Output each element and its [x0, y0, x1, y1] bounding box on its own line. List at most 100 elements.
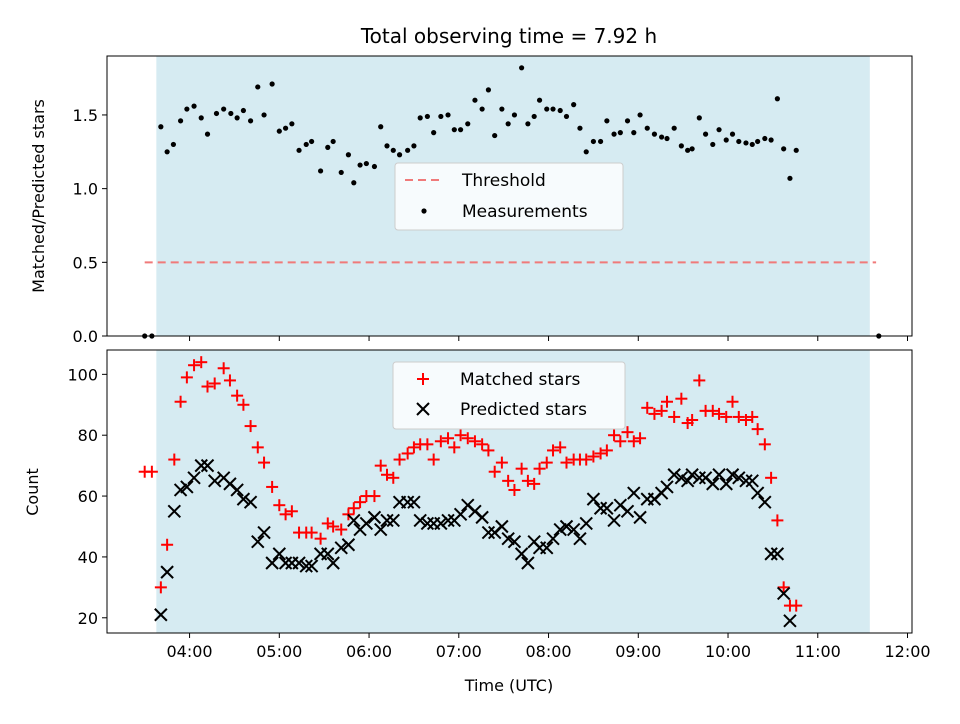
- matched-star-point: [476, 438, 489, 451]
- matched-star-point: [258, 456, 271, 469]
- matched-star-point: [547, 444, 560, 457]
- matched-star-point: [188, 359, 201, 372]
- measurement-point: [685, 147, 691, 153]
- predicted-star-point: [783, 614, 797, 628]
- matched-star-point: [448, 441, 461, 454]
- bottom-x-tick-label: 04:00: [167, 642, 213, 661]
- predicted-star-point: [304, 559, 319, 573]
- matched-star-point: [675, 392, 688, 405]
- measurement-point: [345, 152, 352, 158]
- predicted-star-point: [292, 556, 306, 570]
- bottom-y-tick-label: 20: [78, 609, 98, 628]
- predicted-star-point: [770, 547, 785, 561]
- measurement-point: [234, 115, 240, 121]
- measurement-point: [624, 118, 631, 124]
- matched-star-point: [154, 581, 167, 594]
- matched-star-point: [713, 407, 726, 420]
- matched-star-point: [401, 447, 414, 460]
- predicted-star-point: [667, 468, 681, 482]
- predicted-star-point: [187, 471, 201, 485]
- matched-star-point: [217, 362, 230, 375]
- predicted-star-point: [374, 522, 388, 537]
- predicted-star-point: [546, 531, 560, 546]
- matched-star-point: [777, 581, 790, 594]
- predicted-star-point: [230, 483, 244, 497]
- predicted-star-point: [600, 501, 614, 515]
- measurement-point: [637, 112, 643, 118]
- matched-star-point: [374, 459, 387, 472]
- predicted-star-point: [272, 547, 287, 561]
- measurement-point: [631, 130, 637, 136]
- matched-star-point: [354, 496, 367, 509]
- legend-threshold-label: Threshold: [461, 171, 546, 191]
- bottom-x-ticks: 04:00 05:00 06:00 07:00 08:00 09:00 10:00 11:00…: [167, 633, 931, 661]
- matched-star-point: [407, 441, 420, 454]
- measurement-point: [269, 81, 275, 87]
- measurement-point: [651, 131, 658, 137]
- predicted-star-point: [400, 495, 415, 509]
- measurement-point: [583, 149, 589, 155]
- matched-star-point: [508, 483, 521, 496]
- matched-star-point: [726, 395, 739, 408]
- predicted-star-point: [367, 510, 382, 525]
- measurement-point: [519, 65, 525, 71]
- predicted-star-point: [750, 486, 765, 500]
- chart-title: Total observing time = 7.92 h: [360, 24, 657, 48]
- matched-star-point: [454, 429, 467, 442]
- measurement-point: [563, 113, 570, 120]
- predicted-star-point: [359, 516, 374, 531]
- matched-star-point: [237, 398, 250, 411]
- bottom-y-tick-label: 80: [78, 426, 98, 445]
- matched-star-point: [393, 453, 406, 466]
- matched-star-point: [655, 404, 668, 417]
- measurement-point: [536, 97, 543, 103]
- predicted-star-point: [745, 474, 759, 488]
- predicted-star-point: [154, 608, 168, 622]
- matched-star-point: [661, 395, 673, 408]
- measurement-point: [644, 125, 650, 131]
- top-x-ticks: [189, 336, 909, 341]
- matched-star-point: [521, 474, 534, 487]
- x-axis-label: Time (UTC): [464, 676, 553, 695]
- predicted-star-point: [180, 480, 194, 494]
- measurement-point: [204, 131, 211, 137]
- measurement-point: [787, 175, 793, 181]
- matched-star-point: [305, 526, 318, 539]
- matched-star-point: [335, 523, 348, 536]
- measurement-point: [571, 102, 577, 108]
- matched-star-point: [273, 499, 286, 512]
- predicted-star-point: [200, 458, 215, 473]
- measurement-point: [289, 121, 295, 127]
- measurement-point: [511, 112, 518, 118]
- predicted-star-point: [347, 513, 361, 528]
- measurement-point: [664, 135, 670, 142]
- measurement-point: [716, 127, 722, 133]
- measurement-point: [363, 160, 369, 167]
- predicted-star-point: [712, 468, 726, 482]
- measurement-point: [378, 124, 384, 130]
- legend-matched-marker: [417, 373, 429, 385]
- measurement-point: [384, 143, 390, 149]
- measurement-point: [282, 125, 289, 131]
- predicted-star-point: [764, 547, 778, 561]
- predicted-star-point: [514, 547, 529, 561]
- matched-star-point: [168, 453, 181, 466]
- measurement-point: [357, 162, 363, 168]
- predicted-star-point: [540, 541, 554, 555]
- measurement-point: [465, 121, 471, 127]
- predicted-star-point: [341, 538, 356, 552]
- matched-star-point: [600, 444, 613, 457]
- top-legend: Threshold Measurements: [394, 162, 624, 231]
- predicted-star-point: [495, 519, 509, 534]
- measurement-point: [557, 107, 563, 114]
- top-panel: 0.0 0.5 1.0 1.5 Matched/Predicted stars Thr…: [29, 55, 913, 346]
- matched-star-point: [634, 432, 647, 445]
- predicted-star-point: [660, 480, 674, 494]
- bottom-x-tick-label: 12:00: [884, 642, 930, 661]
- matched-star-point: [434, 435, 447, 448]
- matched-star-point: [427, 453, 440, 466]
- measurement-point: [191, 103, 197, 109]
- measurement-point: [659, 134, 665, 140]
- measurement-point: [611, 131, 617, 137]
